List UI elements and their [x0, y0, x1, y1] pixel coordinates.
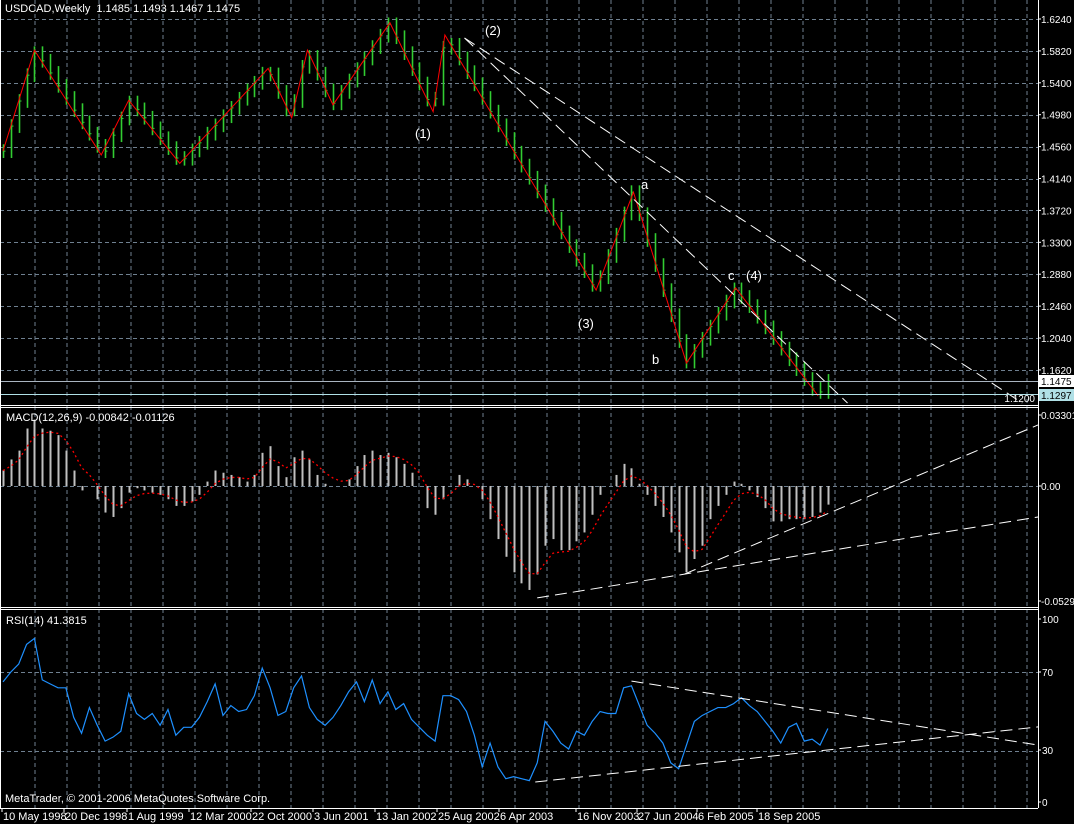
macd-axis-label: 0.00: [1041, 482, 1061, 493]
rsi-axis-label: 100: [1042, 615, 1059, 626]
price-axis-label: 1.5820: [1041, 47, 1072, 58]
time-tick-label: 12 Mar 2000: [190, 811, 252, 823]
chart-header: USDCAD,Weekly 1.1485 1.1493 1.1467 1.1475: [5, 3, 240, 15]
rsi-axis[interactable]: 100 70 30 0: [1038, 615, 1059, 809]
price-axis-label: 1.1200: [1004, 394, 1035, 405]
grid: [0, 0, 1038, 808]
zigzag-line[interactable]: [2, 21, 819, 397]
time-tick-label: 25 Aug 2002: [438, 811, 500, 823]
price-axis-label: 1.1620: [1041, 366, 1072, 377]
price-axis-label: 1.2460: [1041, 302, 1072, 313]
trendline[interactable]: [684, 424, 1039, 575]
trendline[interactable]: [464, 37, 1023, 404]
time-tick-label: 18 Sep 2005: [758, 811, 820, 823]
wave-label-c: c: [728, 268, 735, 283]
wave-label-3: (3): [578, 316, 594, 331]
price-axis-label: 1.2880: [1041, 270, 1072, 281]
time-tick-label: 1 Aug 1999: [128, 811, 184, 823]
wave-label-b: b: [652, 352, 659, 367]
trendline[interactable]: [535, 726, 1039, 783]
price-axis-label: 1.3720: [1041, 206, 1072, 217]
wave-label-2: (2): [485, 23, 501, 38]
price-axis-label: 1.4560: [1041, 143, 1072, 154]
price-panel[interactable]: [0, 17, 1038, 404]
time-tick-label: 16 Nov 2003: [577, 811, 639, 823]
time-tick-label: 13 Jan 2002: [376, 811, 437, 823]
price-axis-label: 1.6240: [1041, 15, 1072, 26]
price-label-value: 1.1297: [1041, 391, 1072, 402]
time-tick-label: 27 Jun 2004: [638, 811, 699, 823]
macd-indicator-label: MACD(12,26,9) -0.00842 -0.01126: [6, 412, 175, 424]
price-label-box: [1039, 375, 1074, 387]
rsi-axis-label: 0: [1042, 798, 1048, 809]
time-tick-label: 6 Apr 2003: [500, 811, 553, 823]
time-tick-label: 10 May 1998: [3, 811, 67, 823]
price-label-box: [1039, 389, 1074, 401]
macd-axis-label: 0.03301: [1041, 411, 1074, 422]
copyright-watermark: MetaTrader, © 2001-2006 MetaQuotes Softw…: [5, 793, 270, 805]
trendline[interactable]: [464, 37, 848, 404]
trendline[interactable]: [537, 516, 1039, 599]
rsi-indicator-label: RSI(14) 41.3815: [6, 615, 87, 627]
rsi-axis-label: 70: [1042, 668, 1054, 679]
time-tick-label: 3 Jun 2001: [314, 811, 368, 823]
ohlc-values-label: 1.1485 1.1493 1.1467 1.1475: [96, 3, 240, 15]
price-axis-label: 1.3300: [1041, 238, 1072, 249]
rsi-axis-label: 30: [1042, 746, 1054, 757]
price-axis-label: 1.2040: [1041, 334, 1072, 345]
time-axis[interactable]: 10 May 1998 20 Dec 1998 1 Aug 1999 12 Ma…: [1, 808, 820, 823]
rsi-line: [2, 637, 829, 782]
price-axis-label: 1.4980: [1041, 111, 1072, 122]
time-tick-label: 20 Dec 1998: [65, 811, 127, 823]
price-label-value: 1.1475: [1041, 377, 1072, 388]
wave-label-1: (1): [415, 126, 431, 141]
price-axis[interactable]: 1.6240 1.5820 1.5400 1.4980 1.4560 1.4140 1.37…: [1004, 15, 1074, 405]
time-tick-label: 22 Oct 2000: [252, 811, 312, 823]
price-axis-label: 1.4140: [1041, 175, 1072, 186]
macd-panel[interactable]: [2, 419, 1039, 599]
time-tick-label: 6 Feb 2005: [698, 811, 754, 823]
price-axis-label: 1.5400: [1041, 79, 1072, 90]
macd-signal-line: [2, 431, 829, 575]
wave-label-a: a: [641, 177, 649, 192]
rsi-panel[interactable]: [2, 637, 1039, 783]
wave-label-4: (4): [746, 268, 762, 283]
symbol-timeframe-label: USDCAD,Weekly: [5, 3, 91, 15]
